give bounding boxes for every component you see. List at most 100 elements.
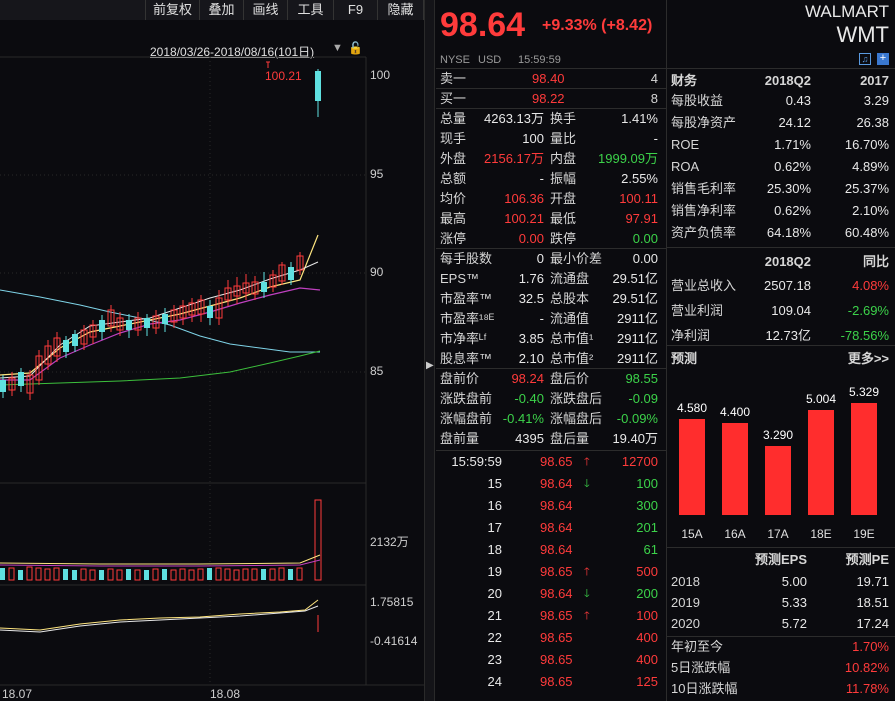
stat-value: 98.24 [511, 371, 544, 386]
alert-bell-icon[interactable]: ♫ [859, 53, 871, 65]
performance-label: 10日涨跌幅 [671, 681, 738, 696]
stat-value: 1.41% [621, 111, 658, 126]
stat-value: 29.51亿 [612, 291, 658, 306]
fin-label: 销售净利率 [671, 203, 737, 218]
stat-label: 总市值¹ [550, 331, 594, 346]
tick-row[interactable]: 21 98.65 🡑 100 [436, 606, 662, 626]
tick-time: 24 [487, 674, 502, 689]
performance-label: 年初至今 [671, 639, 724, 654]
stat-label: 涨幅盘后 [550, 411, 603, 426]
forecast-eps: 5.00 [781, 574, 807, 589]
fin-value: 24.12 [778, 115, 811, 130]
fin-label: ROA [671, 159, 700, 174]
stat-label: 股息率™ [440, 351, 493, 366]
toolbar-draw-button[interactable]: 画线 [244, 0, 288, 20]
tick-row[interactable]: 15:59:59 98.65 🡑 12700 [436, 452, 662, 472]
stat-value: 100.21 [504, 211, 544, 226]
panel-divider[interactable] [424, 0, 435, 701]
fundamental-row: 市盈率¹⁸ᴱ - 流通值 2911亿 [436, 309, 662, 329]
stat-value: 0.00 [632, 231, 658, 246]
kline-chart[interactable]: 前复权 叠加 画线 工具 F9 隐藏 2018/03/26-2018/08/16… [0, 0, 424, 701]
price-axis-label: 90 [370, 265, 384, 279]
forecast-bar [808, 409, 834, 515]
tick-row[interactable]: 19 98.65 🡑 500 [436, 562, 662, 582]
tick-time: 16 [487, 498, 502, 513]
tick-price: 98.65 [540, 454, 573, 469]
stat-label: 总额 [440, 171, 467, 186]
tick-row[interactable]: 22 98.65 400 [436, 628, 662, 648]
forecast-bar-label: 5.004 [805, 391, 837, 406]
stat-label: 均价 [440, 191, 467, 206]
forecast-pe: 19.71 [856, 574, 889, 589]
tick-row[interactable]: 18 98.64 61 [436, 540, 662, 560]
forecast-eps: 5.33 [781, 595, 807, 610]
fin-label: 每股收益 [671, 93, 724, 108]
tick-row[interactable]: 17 98.64 201 [436, 518, 662, 538]
tick-row[interactable]: 23 98.65 400 [436, 650, 662, 670]
fundamental-row: 每手股数 0 最小价差 0.00 [436, 249, 662, 269]
stat-value: -0.41% [502, 411, 544, 426]
tick-price: 98.64 [540, 498, 573, 513]
arrow-down-icon: 🡓 [584, 588, 590, 600]
fin-row: 每股收益 0.43 3.29 [671, 91, 893, 111]
tick-row[interactable]: 20 98.64 🡓 200 [436, 584, 662, 604]
stat-value: 100.11 [619, 191, 658, 206]
dropdown-triangle-icon[interactable]: ▼ [332, 42, 343, 54]
forecast-year: 2020 [671, 616, 700, 631]
forecast-year: 2018 [671, 574, 700, 589]
tick-price: 98.64 [540, 476, 573, 491]
fin-value: 4.08% [852, 278, 889, 293]
quote-panel: 98.64 +9.33% (+8.42) NYSE USD 15:59:59 卖… [436, 0, 666, 701]
stat-label: 盘前价 [440, 371, 480, 386]
add-plus-icon[interactable]: + [877, 53, 889, 65]
tick-time: 23 [487, 652, 502, 667]
collapse-arrow-icon[interactable]: ▶ [426, 360, 434, 371]
forecast-header: 预测 更多>> [671, 349, 893, 369]
date-range-label[interactable]: 2018/03/26-2018/08/16(101日) [150, 45, 315, 59]
stat-value: 19.40万 [612, 431, 658, 446]
stat-label: 现手 [440, 131, 467, 146]
toolbar-tools-button[interactable]: 工具 [288, 0, 334, 20]
tick-row[interactable]: 16 98.64 300 [436, 496, 662, 516]
stat-value: 3.85 [518, 331, 544, 346]
performance-value: 10.82% [844, 660, 889, 675]
toolbar-hide-button[interactable]: 隐藏 [378, 0, 424, 20]
price-axis-label: 100 [370, 68, 391, 82]
fin-value: -2.69% [847, 303, 889, 318]
fin-value: 1.71% [774, 137, 811, 152]
stat-row: 总量 4263.13万 换手 1.41% [436, 109, 662, 129]
arrow-down-icon: 🡓 [584, 478, 590, 490]
tick-time: 21 [487, 608, 502, 623]
stat-value: 2911亿 [617, 331, 658, 346]
stat-value: 98.55 [625, 371, 658, 386]
tick-row[interactable]: 15 98.64 🡓 100 [436, 474, 662, 494]
currency-label: USD [478, 54, 502, 66]
tick-row[interactable]: 24 98.65 125 [436, 672, 662, 692]
fin-row: 营业利润 109.04 -2.69% [671, 301, 893, 321]
lock-icon[interactable]: 🔓 [348, 41, 363, 55]
forecast-year: 2019 [671, 595, 700, 610]
performance-row: 10日涨跌幅 11.78% [671, 679, 893, 699]
toolbar-fuquan-button[interactable]: 前复权 [146, 0, 200, 20]
forecast-bar-label: 5.329 [848, 385, 880, 399]
forecast-bar [851, 403, 877, 515]
fin-value: 3.29 [863, 93, 889, 108]
fin-value: 0.62% [774, 159, 811, 174]
macd-axis-label: 1.75815 [370, 595, 414, 609]
stat-label: 总市值² [550, 351, 594, 366]
stat-label: 流通值 [550, 311, 590, 326]
fin-value: 26.38 [856, 115, 889, 130]
stat-value: - [653, 131, 658, 146]
fin-value: 25.37% [844, 181, 889, 196]
tick-time: 19 [487, 564, 502, 579]
fin-value: 25.30% [766, 181, 811, 196]
tick-volume: 61 [643, 542, 658, 557]
more-link[interactable]: 更多>> [847, 351, 889, 366]
forecast-bar [679, 418, 705, 515]
stat-label: 市净率ᴸᶠ [440, 331, 487, 346]
tick-price: 98.65 [540, 564, 573, 579]
toolbar-overlay-button[interactable]: 叠加 [200, 0, 244, 20]
stat-value: 32.5 [518, 291, 544, 306]
toolbar-f9-button[interactable]: F9 [334, 0, 378, 20]
fin-row: ROE 1.71% 16.70% [671, 135, 893, 155]
